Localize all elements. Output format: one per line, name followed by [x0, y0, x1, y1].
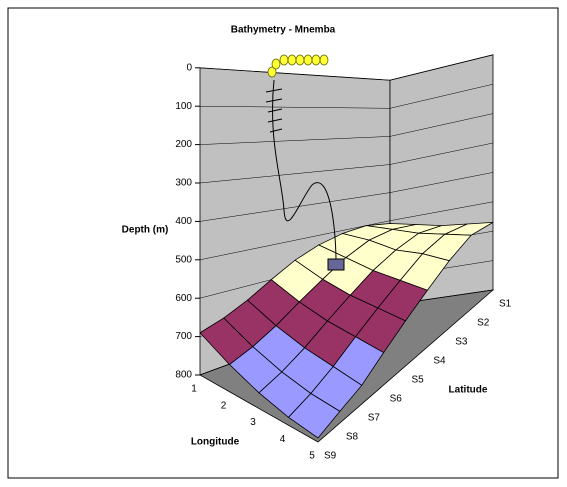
- float: [288, 55, 296, 65]
- y-tick-label: 600: [175, 293, 192, 304]
- y-tick-label: 0: [186, 62, 192, 73]
- z-tick-label: S7: [368, 413, 381, 424]
- x-tick-label: 4: [280, 434, 286, 445]
- float: [312, 55, 320, 65]
- y-tick-label: 400: [175, 216, 192, 227]
- x-tick-label: 1: [191, 384, 197, 395]
- y-tick-label: 100: [175, 101, 192, 112]
- chart: 0 100 200 300 400 500 600 700 800 Bathymetry - M…: [0, 0, 567, 487]
- x-axis-label: Longitude: [191, 437, 240, 448]
- z-tick-label: S4: [433, 356, 446, 367]
- anchor: [328, 259, 344, 270]
- float: [272, 59, 280, 69]
- z-tick-label: S1: [499, 299, 512, 310]
- z-tick-label: S6: [390, 394, 403, 405]
- z-axis-label: Latitude: [449, 385, 488, 396]
- y-tick-label: 500: [175, 254, 192, 265]
- float: [304, 55, 312, 65]
- z-tick-label: S5: [412, 375, 425, 386]
- y-tick-label: 800: [175, 370, 192, 381]
- y-tick-label: 700: [175, 331, 192, 342]
- z-tick-label: S3: [455, 337, 468, 348]
- float: [296, 55, 304, 65]
- float: [280, 55, 288, 65]
- z-tick-label: S2: [477, 318, 490, 329]
- y-tick-label: 200: [175, 139, 192, 150]
- chart-title: Bathymetry - Mnemba: [231, 25, 336, 36]
- x-tick-label: 5: [309, 451, 315, 462]
- y-tick-label: 300: [175, 178, 192, 189]
- z-tick-label: S9: [324, 451, 337, 462]
- z-tick-label: S8: [346, 432, 359, 443]
- y-axis-label: Depth (m): [122, 225, 169, 236]
- x-tick-label: 3: [250, 417, 256, 428]
- x-tick-label: 2: [221, 400, 227, 411]
- float: [320, 55, 328, 65]
